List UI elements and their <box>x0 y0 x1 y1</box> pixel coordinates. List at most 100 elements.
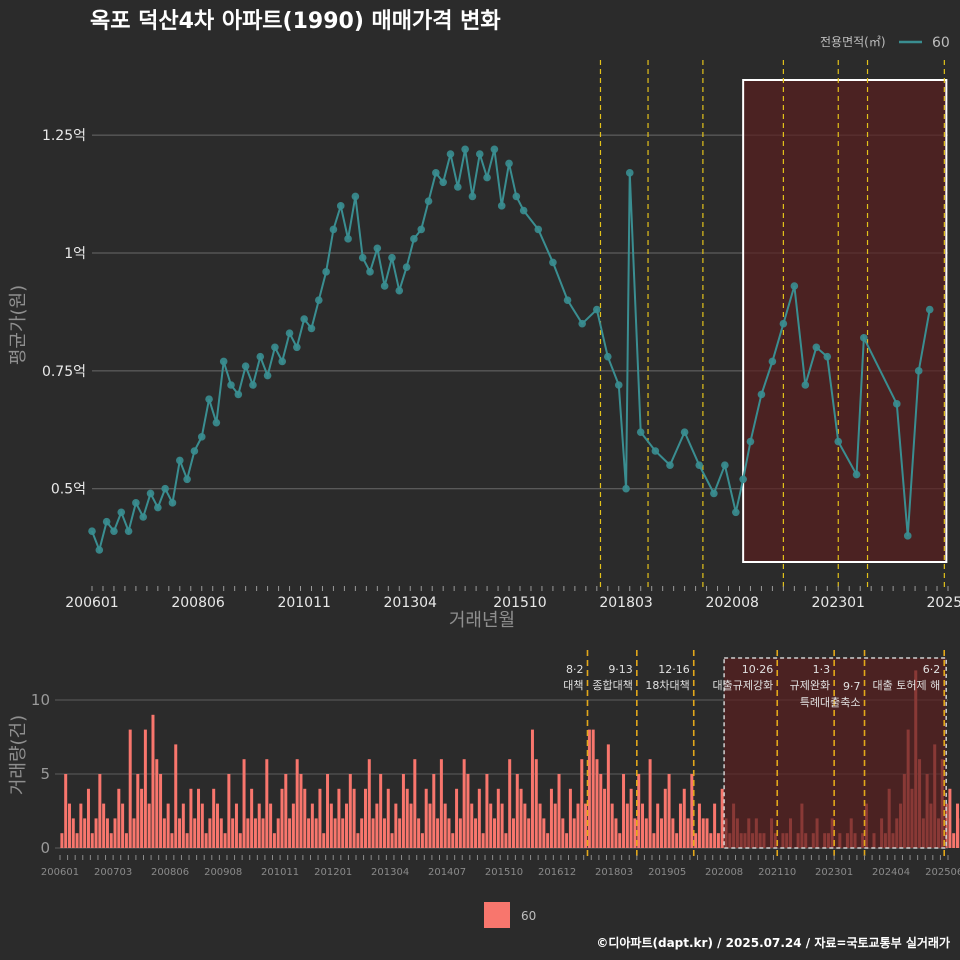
volume-bar <box>489 803 493 848</box>
volume-bar <box>527 818 531 848</box>
price-point <box>278 357 287 366</box>
volume-bar <box>633 818 637 848</box>
volume-bar <box>599 774 603 848</box>
volume-bar <box>656 803 660 848</box>
volume-bar <box>720 788 724 848</box>
chart-title: 옥포 덕산4차 아파트(1990) 매매가격 변화 <box>90 9 501 34</box>
volume-bar <box>170 833 174 848</box>
price-point <box>483 173 491 182</box>
policy-label: 6·2 <box>923 663 941 676</box>
volume-bar <box>178 818 182 848</box>
volume-bar <box>314 818 318 848</box>
price-point <box>768 357 777 366</box>
volume-bar <box>174 744 178 848</box>
volume-bar <box>436 818 440 848</box>
price-point <box>315 296 323 304</box>
volume-bar <box>60 833 64 848</box>
volume-bar <box>690 774 694 848</box>
price-point <box>139 513 148 521</box>
price-point <box>197 433 206 441</box>
volume-bar <box>284 774 288 848</box>
volume-bar <box>246 818 250 848</box>
volume-bar <box>147 803 151 848</box>
price-point <box>432 169 440 177</box>
volume-bar <box>515 774 519 848</box>
volume-bar <box>713 803 717 848</box>
volume-bar <box>356 833 360 848</box>
policy-label-detail: 18차대책 <box>645 679 689 692</box>
volume-bar <box>701 818 705 848</box>
volume-bar <box>614 818 618 848</box>
volume-bar <box>303 788 307 848</box>
policy-label-detail: 종합대책 <box>592 679 632 692</box>
volume-bar <box>511 818 515 848</box>
volume-bar <box>208 818 212 848</box>
x-tick-label: 200806 <box>171 595 225 611</box>
volume-x-tick-label: 201011 <box>261 867 299 878</box>
volume-bar <box>644 818 648 848</box>
volume-bar <box>162 818 166 848</box>
volume-bar <box>580 759 584 848</box>
price-point <box>622 484 630 493</box>
volume-bar <box>71 818 75 848</box>
volume-bar <box>572 818 576 848</box>
volume-bar <box>622 774 626 848</box>
volume-bar <box>629 788 633 848</box>
volume-bar <box>481 833 485 848</box>
legend-bar-label: 60 <box>521 909 536 923</box>
volume-bar <box>121 803 125 848</box>
volume-x-tick-label: 201304 <box>371 867 409 878</box>
volume-bar <box>549 788 553 848</box>
price-point <box>234 390 243 399</box>
volume-bar <box>671 818 675 848</box>
volume-bar <box>363 788 367 848</box>
price-point <box>614 381 623 389</box>
volume-x-tick-label: 202110 <box>758 867 796 878</box>
volume-bar <box>401 774 405 848</box>
price-point <box>205 395 213 403</box>
volume-x-tick-label: 200908 <box>204 867 242 878</box>
volume-bar <box>519 788 523 848</box>
volume-bar <box>443 803 447 848</box>
volume-bar <box>470 803 474 848</box>
price-point <box>124 527 133 535</box>
price-point <box>636 428 645 436</box>
volume-bar <box>94 818 98 848</box>
volume-bar <box>682 788 686 848</box>
volume-bar <box>234 803 238 848</box>
volume-bar <box>458 818 462 848</box>
price-point <box>475 150 484 158</box>
volume-bar <box>291 803 295 848</box>
price-point <box>300 315 308 323</box>
x-tick-label: 201011 <box>277 595 330 611</box>
volume-bar <box>189 788 193 848</box>
x-tick-label: 200601 <box>65 595 118 611</box>
price-point <box>161 484 169 493</box>
volume-bar <box>128 729 132 848</box>
price-point <box>549 258 557 267</box>
volume-bar <box>371 818 375 848</box>
volume-bar <box>705 818 709 848</box>
price-point <box>88 527 96 535</box>
price-point <box>263 371 272 380</box>
legend-title: 전용면적(㎡) <box>820 35 886 49</box>
volume-bar <box>530 729 534 848</box>
volume-bar <box>261 818 265 848</box>
volume-bar <box>394 803 398 848</box>
price-point <box>892 400 901 408</box>
volume-bar <box>379 774 383 848</box>
price-point <box>175 456 184 465</box>
volume-bar <box>352 788 356 848</box>
volume-bar <box>231 818 235 848</box>
price-point <box>454 183 462 191</box>
volume-bar <box>485 774 489 848</box>
volume-bar <box>159 774 163 848</box>
volume-y-axis-title: 거래량(건) <box>8 715 29 795</box>
volume-bar <box>493 818 497 848</box>
price-point <box>110 527 118 535</box>
volume-y-tick-label: 10 <box>31 691 50 709</box>
volume-bar <box>299 774 303 848</box>
volume-bar <box>451 833 455 848</box>
volume-bar <box>568 788 572 848</box>
volume-bar <box>428 803 432 848</box>
